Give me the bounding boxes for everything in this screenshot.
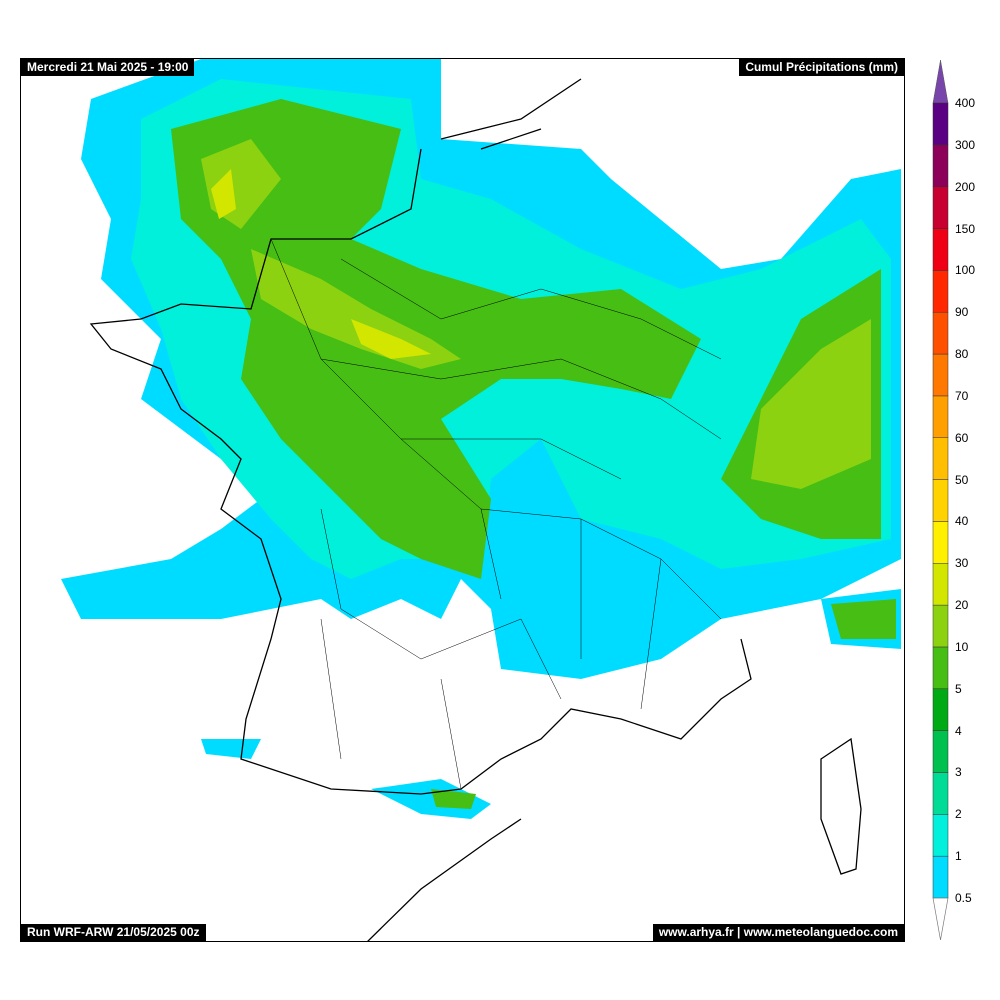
- legend-under-triangle: [932, 897, 949, 941]
- legend-tick-label: 5: [955, 681, 962, 696]
- map-canvas: [61, 59, 901, 941]
- legend-swatch: [932, 353, 949, 397]
- legend-swatch: [932, 814, 949, 857]
- run-info-label: Run WRF-ARW 21/05/2025 00z: [21, 924, 206, 941]
- legend-tick-label: 40: [955, 514, 969, 529]
- legend-tick-label: 70: [955, 388, 969, 403]
- legend-tick-label: 80: [955, 347, 969, 362]
- legend-swatch: [932, 144, 949, 187]
- legend-tick-label: 50: [955, 472, 969, 487]
- legend-swatch: [932, 228, 949, 271]
- legend-swatch: [932, 521, 949, 564]
- field-title-label: Cumul Précipitations (mm): [739, 59, 904, 76]
- legend-tick-label: 300: [955, 137, 976, 152]
- legend-swatch: [932, 563, 949, 606]
- legend-swatch: [932, 311, 949, 355]
- legend-swatch: [932, 604, 949, 648]
- valid-time-label: Mercredi 21 Mai 2025 - 19:00: [21, 59, 195, 76]
- color-legend-bar: [932, 59, 949, 941]
- legend-tick-label: 3: [955, 765, 962, 780]
- legend-tick-label: 0.5: [955, 891, 972, 905]
- legend-swatch: [932, 772, 949, 815]
- department-borders: [270, 238, 722, 790]
- legend-tick-label: 200: [955, 179, 976, 194]
- legend-swatch: [932, 186, 949, 229]
- legend-swatch: [932, 395, 949, 438]
- legend-swatch: [932, 646, 949, 690]
- legend-swatch: [932, 102, 949, 146]
- legend-swatch: [932, 479, 949, 522]
- color-legend: 0.5 1 2 3 4 5 10 20 30 40 50 60 70 80 90 100 150 200 300 40…: [925, 55, 1000, 945]
- legend-swatch: [932, 437, 949, 480]
- legend-tick-label: 400: [955, 96, 976, 110]
- precipitation-map: Mercredi 21 Mai 2025 - 19:00 Cumul Préci…: [20, 58, 905, 942]
- legend-tick-label: 150: [955, 221, 976, 236]
- coastlines: [89, 78, 862, 941]
- legend-tick-label: 10: [955, 639, 969, 654]
- legend-swatch: [932, 730, 949, 773]
- legend-swatch: [932, 855, 949, 899]
- legend-swatch: [932, 688, 949, 731]
- legend-tick-label: 4: [955, 723, 962, 738]
- legend-tick-label: 100: [955, 263, 976, 278]
- legend-tick-label: 20: [955, 598, 969, 613]
- legend-tick-label: 1: [955, 849, 962, 864]
- legend-tick-label: 90: [955, 305, 969, 320]
- legend-over-triangle: [932, 59, 949, 104]
- legend-tick-label: 30: [955, 556, 969, 571]
- legend-tick-label: 60: [955, 430, 969, 445]
- credits-label: www.arhya.fr | www.meteolanguedoc.com: [652, 924, 904, 941]
- precipitation-field: [61, 59, 901, 819]
- legend-tick-label: 2: [955, 807, 962, 822]
- legend-swatch: [932, 270, 949, 313]
